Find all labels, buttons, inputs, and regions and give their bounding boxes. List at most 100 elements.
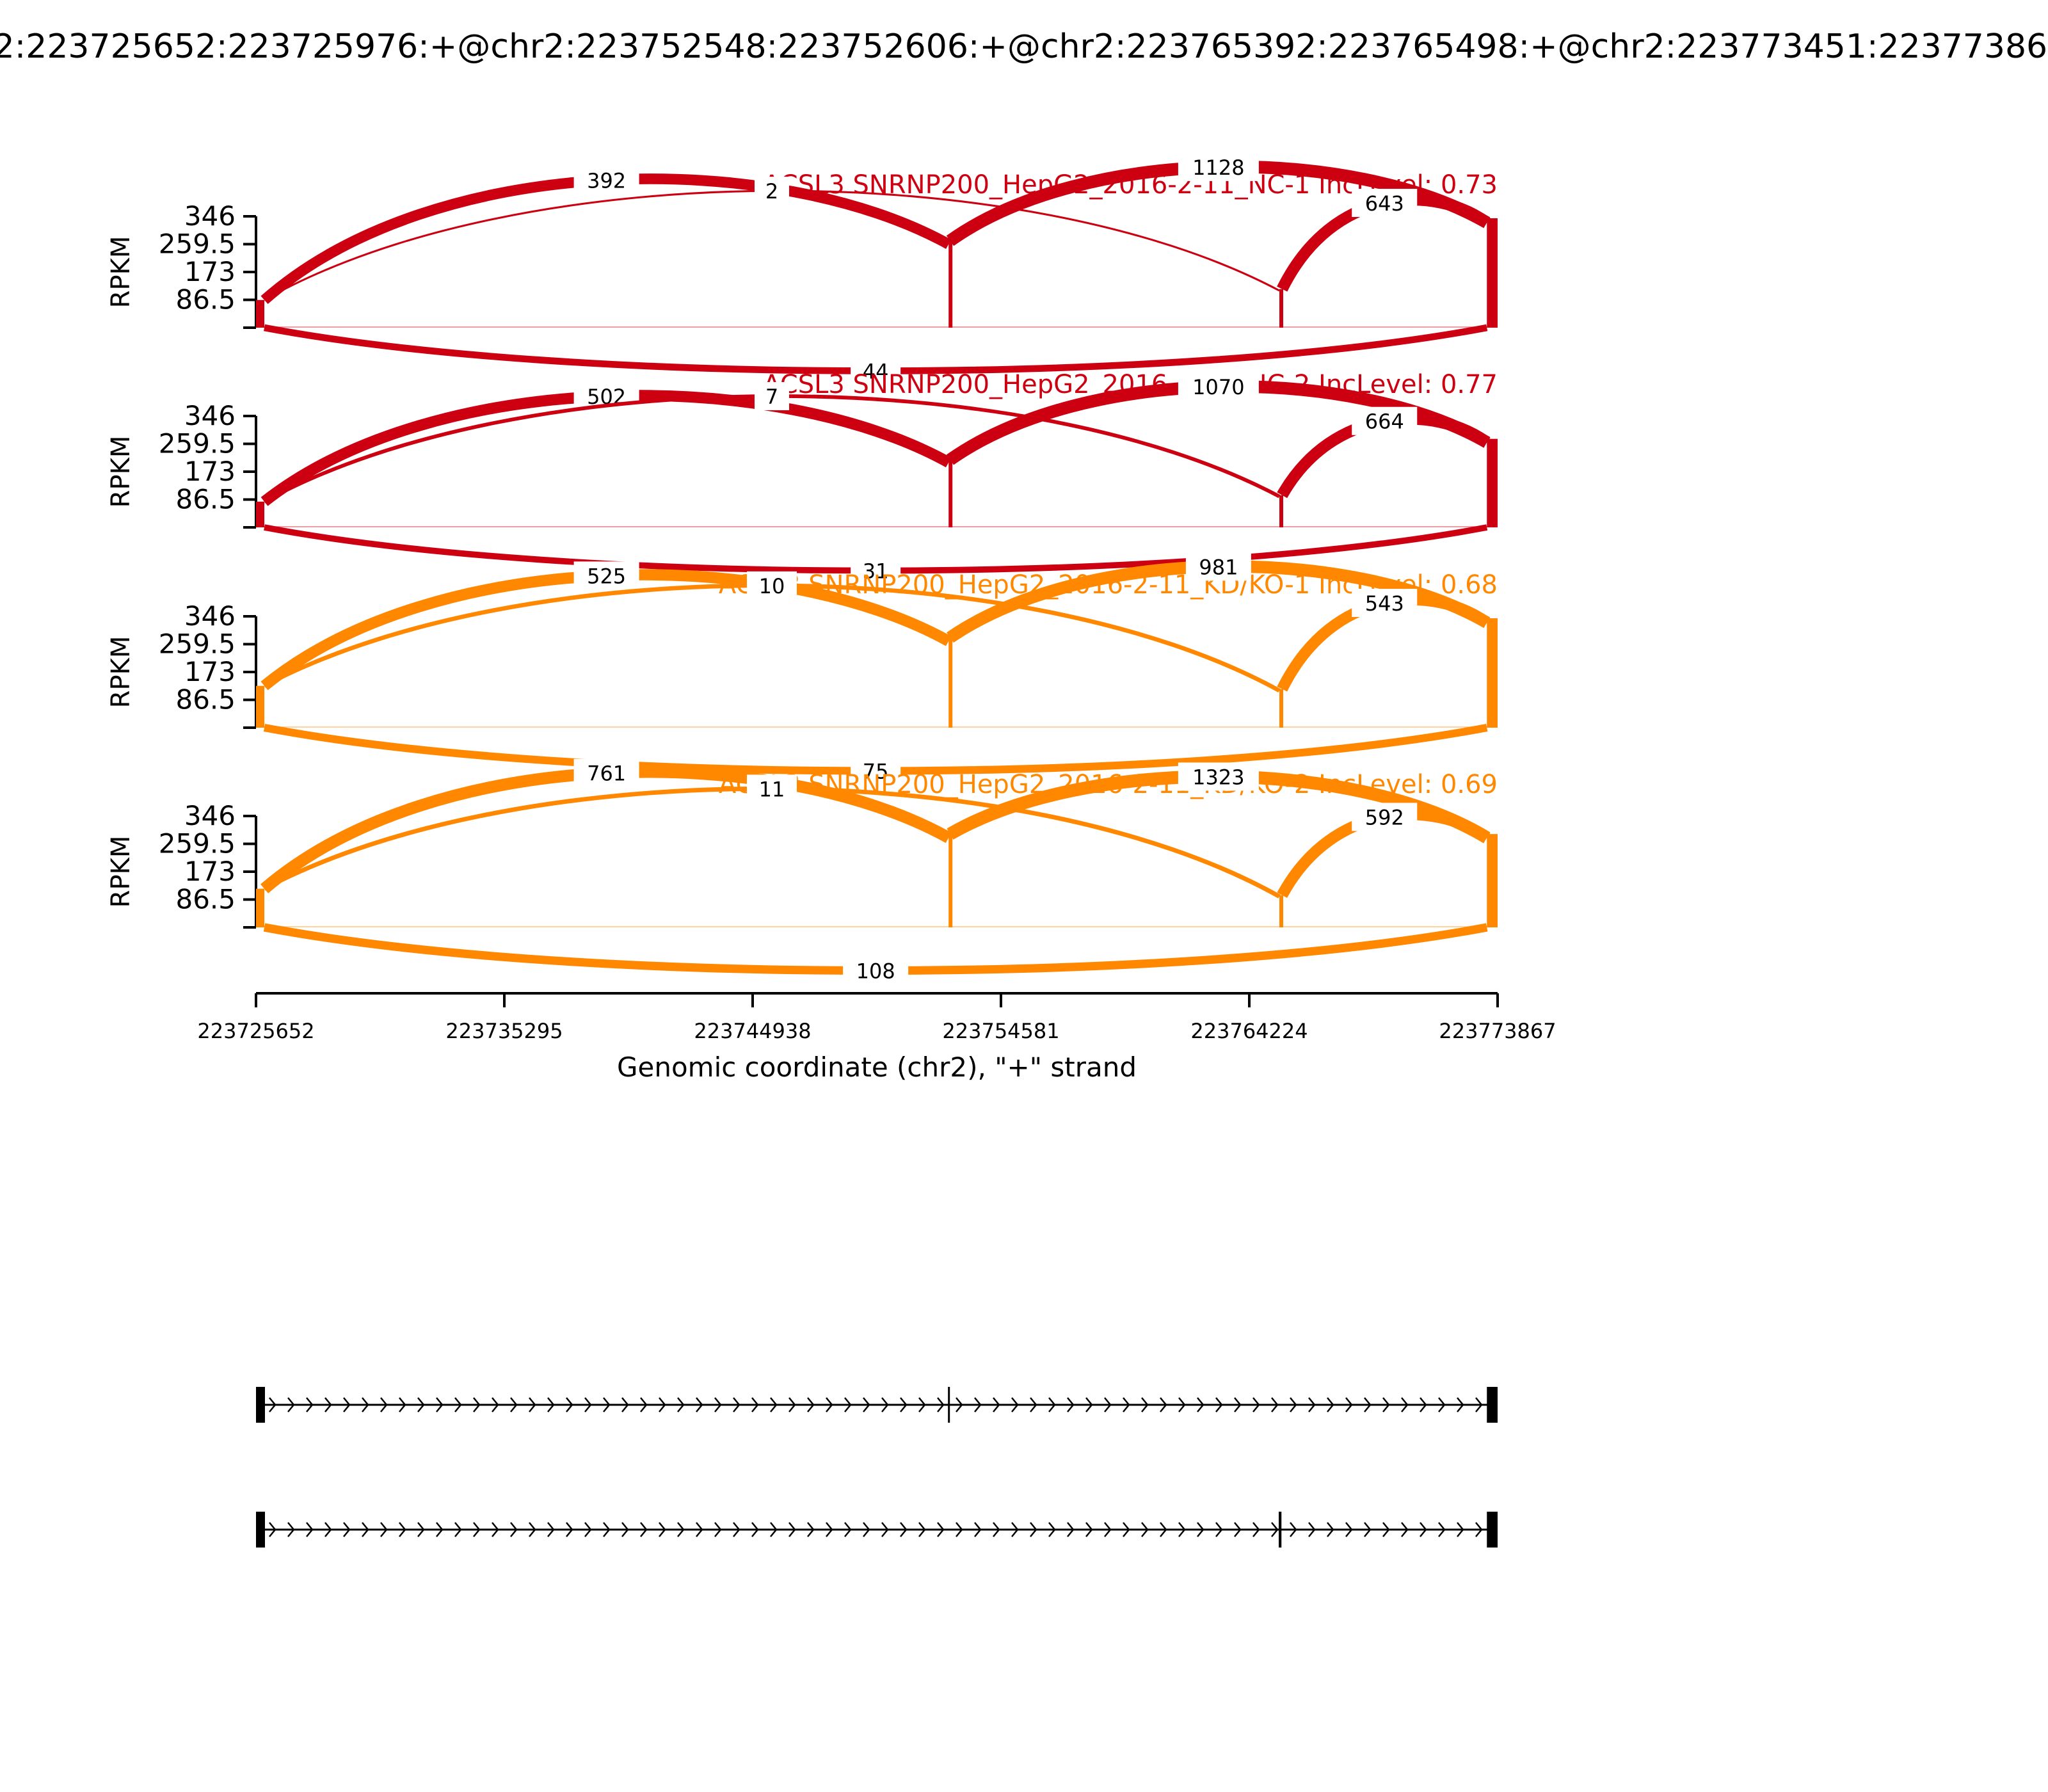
strand-arrow — [1457, 1397, 1464, 1412]
strand-arrow — [956, 1522, 963, 1537]
strand-arrow — [1048, 1522, 1056, 1537]
junction-count-label: 592 — [1365, 805, 1404, 829]
strand-arrow — [1327, 1522, 1334, 1537]
strand-arrow — [1271, 1397, 1279, 1412]
y-tick-label: 173 — [184, 656, 236, 687]
junction-label-box — [1185, 552, 1251, 581]
strand-arrow — [640, 1522, 648, 1537]
junction-label-box — [573, 166, 639, 195]
strand-arrow — [529, 1522, 536, 1537]
strand-arrow — [1011, 1397, 1019, 1412]
strand-arrow — [1085, 1397, 1093, 1412]
strand-arrow — [974, 1522, 982, 1537]
junction-count-label: 44 — [863, 360, 889, 384]
strand-arrow — [1420, 1522, 1427, 1537]
x-tick-label: 223725652 — [197, 1019, 314, 1043]
strand-arrow — [1048, 1397, 1056, 1412]
isoform-track — [256, 1387, 1498, 1423]
exon-block — [1487, 1512, 1498, 1548]
coverage-bar — [948, 834, 953, 927]
strand-arrow — [770, 1397, 778, 1412]
junction-arc — [263, 394, 1281, 504]
y-tick-label: 346 — [184, 200, 236, 232]
strand-arrow — [881, 1397, 889, 1412]
strand-arrow — [659, 1397, 666, 1412]
strand-arrow — [751, 1397, 759, 1412]
strand-arrow — [937, 1522, 945, 1537]
strand-arrow — [1345, 1397, 1353, 1412]
junction-count-label: 643 — [1365, 191, 1404, 216]
strand-arrow — [603, 1522, 611, 1537]
strand-arrow — [1030, 1397, 1037, 1412]
strand-arrow — [1141, 1522, 1149, 1537]
strand-arrow — [1252, 1522, 1260, 1537]
strand-arrow — [1382, 1397, 1390, 1412]
strand-arrow — [733, 1397, 740, 1412]
y-tick-label: 259.5 — [159, 228, 236, 260]
x-axis: 223725652 223735295 223744938 223754581 2237… — [197, 992, 1556, 1083]
strand-arrow — [1401, 1397, 1409, 1412]
strand-arrow — [1475, 1397, 1483, 1412]
junction-label-box — [1178, 372, 1259, 401]
strand-arrow — [547, 1522, 555, 1537]
junction-label-box — [573, 561, 639, 590]
y-axis-label: RPKM — [106, 236, 136, 308]
junction-label-box — [1178, 152, 1259, 181]
junction-arc — [260, 390, 952, 506]
strand-arrow — [1420, 1397, 1427, 1412]
strand-arrow — [751, 1522, 759, 1537]
strand-arrow — [918, 1397, 926, 1412]
strand-arrow — [492, 1522, 499, 1537]
strand-arrow — [807, 1397, 815, 1412]
strand-arrow — [714, 1522, 722, 1537]
strand-arrow — [1011, 1522, 1019, 1537]
strand-arrow — [306, 1397, 314, 1412]
strand-arrow — [1104, 1397, 1112, 1412]
exon-block — [256, 1512, 265, 1548]
strand-arrow — [900, 1397, 908, 1412]
strand-arrow — [677, 1397, 685, 1412]
strand-arrow — [1067, 1397, 1075, 1412]
y-tick-label: 259.5 — [159, 828, 236, 860]
y-tick-label: 173 — [184, 456, 236, 487]
strand-arrow — [1030, 1522, 1037, 1537]
junction-arc — [264, 189, 1280, 301]
exon-block — [948, 1387, 950, 1423]
strand-arrow — [1178, 1522, 1186, 1537]
strand-arrow — [1215, 1397, 1223, 1412]
strand-arrow — [1178, 1397, 1186, 1412]
strand-arrow — [1438, 1522, 1446, 1537]
strand-arrow — [863, 1397, 870, 1412]
strand-arrow — [1308, 1397, 1316, 1412]
strand-arrow — [993, 1522, 1000, 1537]
junction-label-box — [755, 381, 790, 410]
strand-arrow — [1308, 1522, 1316, 1537]
junction-label-box — [755, 177, 790, 205]
strand-arrow — [1252, 1397, 1260, 1412]
strand-arrow — [918, 1522, 926, 1537]
coverage-bar — [1279, 689, 1283, 728]
strand-arrow — [844, 1522, 852, 1537]
strand-arrow — [343, 1397, 351, 1412]
strand-arrow — [1197, 1522, 1204, 1537]
sashimi-panel: ACSL3 SNRNP200_HepG2_2016-2-11_KD/KO-2 I… — [106, 758, 1498, 985]
y-axis-label: RPKM — [106, 436, 136, 508]
strand-arrow — [510, 1397, 518, 1412]
strand-arrow — [714, 1397, 722, 1412]
junction-count-label: 11 — [759, 777, 785, 801]
strand-arrow — [659, 1522, 666, 1537]
y-axis-label: RPKM — [106, 836, 136, 908]
coverage-bar — [1487, 834, 1498, 927]
strand-arrow — [287, 1397, 295, 1412]
y-tick-label: 86.5 — [175, 884, 236, 915]
y-tick-label: 86.5 — [175, 484, 236, 515]
isoform-tracks — [256, 1387, 1498, 1548]
strand-arrow — [529, 1397, 536, 1412]
y-tick-label: 346 — [184, 800, 236, 831]
strand-arrow — [1364, 1522, 1372, 1537]
strand-arrow — [807, 1522, 815, 1537]
y-tick-label: 173 — [184, 256, 236, 287]
coverage-bar — [948, 460, 953, 527]
coverage-bar — [948, 637, 953, 728]
strand-arrow — [1085, 1522, 1093, 1537]
